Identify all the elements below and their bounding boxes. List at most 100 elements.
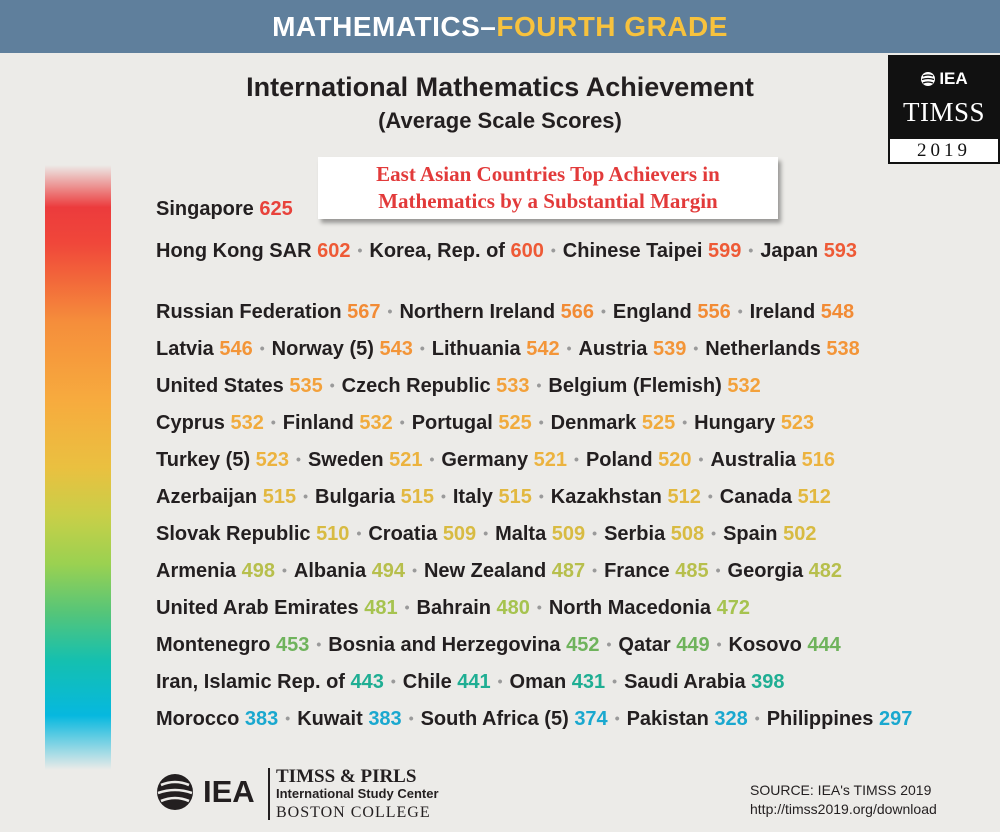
bullet-separator: • <box>592 525 598 541</box>
header-banner: MATHEMATICS–FOURTH GRADE <box>0 0 1000 53</box>
country-score: 539 <box>652 338 687 360</box>
country-score: 509 <box>551 523 586 545</box>
badge-year: 2019 <box>888 137 1000 164</box>
score-row: Iran, Islamic Rep. of 443 • Chile 441 • Oman… <box>156 671 785 694</box>
score-row: Singapore 625 <box>156 198 293 221</box>
country-name: Chile <box>402 671 452 693</box>
country-name: Montenegro <box>156 634 271 656</box>
country-name: Portugal <box>411 412 493 434</box>
country-score: 532 <box>359 412 393 434</box>
bullet-separator: • <box>566 340 572 356</box>
country-score: 441 <box>457 671 491 693</box>
bullet-separator: • <box>600 303 606 319</box>
footer-divider <box>268 768 270 820</box>
country-name: Saudi Arabia <box>624 671 746 693</box>
source-note: SOURCE: IEA's TIMSS 2019 http://timss201… <box>750 781 937 819</box>
bullet-separator: • <box>357 242 363 258</box>
country-name: Ireland <box>749 301 816 323</box>
country-score: 521 <box>533 449 568 471</box>
country-name: Pakistan <box>626 708 709 730</box>
bullet-separator: • <box>408 710 414 726</box>
score-row: Hong Kong SAR 602 • Korea, Rep. of 600 • Chi… <box>156 240 857 263</box>
country-name: Poland <box>585 449 653 471</box>
bullet-separator: • <box>259 340 265 356</box>
bullet-separator: • <box>748 242 754 258</box>
country-score: 487 <box>551 560 586 582</box>
bullet-separator: • <box>483 525 489 541</box>
page-subtitle: (Average Scale Scores) <box>378 108 622 133</box>
iea-globe-icon <box>157 774 193 810</box>
score-row: Turkey (5) 523 • Sweden 521 • Germany 521 • Po… <box>156 449 835 472</box>
country-score: 398 <box>751 671 785 693</box>
country-name: Oman <box>509 671 567 693</box>
center-name: TIMSS & PIRLS <box>276 766 417 787</box>
country-score: 383 <box>244 708 279 730</box>
country-score: 520 <box>658 449 692 471</box>
country-name: Sweden <box>307 449 384 471</box>
country-score: 383 <box>368 708 402 730</box>
country-score: 593 <box>823 240 858 262</box>
banner-subject: MATHEMATICS– <box>272 11 497 42</box>
bullet-separator: • <box>754 710 760 726</box>
country-name: Philippines <box>766 708 874 730</box>
banner-grade: FOURTH GRADE <box>496 11 728 42</box>
country-score: 485 <box>675 560 709 582</box>
country-name: Kosovo <box>728 634 802 656</box>
country-name: Italy <box>452 486 493 508</box>
country-name: Kazakhstan <box>550 486 662 508</box>
country-score: 516 <box>801 449 835 471</box>
badge-timss-text: TIMSS <box>902 97 986 127</box>
iea-wordmark: IEA <box>203 774 255 809</box>
country-name: England <box>612 301 692 323</box>
country-score: 525 <box>498 412 532 434</box>
score-row: Morocco 383 • Kuwait 383 • South Africa (5) … <box>156 708 912 731</box>
country-score: 508 <box>670 523 705 545</box>
bullet-separator: • <box>536 599 542 615</box>
score-row: Russian Federation 567 • Northern Ireland … <box>156 301 854 324</box>
country-score: 431 <box>571 671 606 693</box>
country-score: 498 <box>241 560 275 582</box>
bullet-separator: • <box>614 710 620 726</box>
score-row: United Arab Emirates 481 • Bahrain 480 • Nor… <box>156 597 750 620</box>
country-name: United States <box>156 375 284 397</box>
country-score: 625 <box>259 198 293 220</box>
country-score: 556 <box>697 301 731 323</box>
country-score: 532 <box>727 375 761 397</box>
country-score: 515 <box>262 486 297 508</box>
bullet-separator: • <box>270 414 276 430</box>
country-name: Turkey (5) <box>156 449 251 471</box>
bullet-separator: • <box>387 303 393 319</box>
source-url: http://timss2019.org/download <box>750 801 937 817</box>
bullet-separator: • <box>497 673 503 689</box>
country-name: Georgia <box>727 560 804 582</box>
country-score: 546 <box>219 338 253 360</box>
country-name: Qatar <box>618 634 671 656</box>
bullet-separator: • <box>296 451 301 467</box>
country-name: Norway (5) <box>271 338 374 360</box>
callout-line-2: Mathematics by a Substantial Margin <box>378 189 718 213</box>
country-score: 482 <box>808 560 843 582</box>
score-row: Montenegro 453 • Bosnia and Herzegovina 45… <box>156 634 841 657</box>
country-score: 515 <box>400 486 434 508</box>
country-name: Canada <box>719 486 792 508</box>
bullet-separator: • <box>316 636 322 652</box>
country-name: Hungary <box>694 412 776 434</box>
bullet-separator: • <box>538 414 544 430</box>
page-title: International Mathematics Achievement <box>246 72 754 102</box>
bullet-separator: • <box>693 340 699 356</box>
country-name: South Africa (5) <box>420 708 569 730</box>
country-name: Bahrain <box>416 597 491 619</box>
badge-iea-logo: IEA <box>888 69 1000 89</box>
bullet-separator: • <box>285 710 291 726</box>
bullet-separator: • <box>592 562 598 578</box>
country-score: 510 <box>316 523 350 545</box>
country-name: New Zealand <box>423 560 547 582</box>
source-label: SOURCE: IEA's TIMSS 2019 <box>750 782 932 798</box>
country-score: 538 <box>826 338 860 360</box>
bullet-separator: • <box>399 414 405 430</box>
country-score: 472 <box>716 597 750 619</box>
bullet-separator: • <box>356 525 362 541</box>
bullet-separator: • <box>303 488 308 504</box>
badge-iea-text: IEA <box>939 69 968 88</box>
score-row: Cyprus 532 • Finland 532 • Portugal 525 • Denm… <box>156 412 814 435</box>
